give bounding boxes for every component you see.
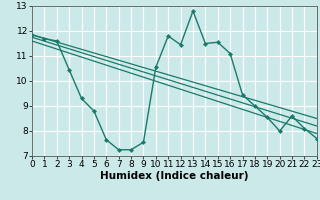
X-axis label: Humidex (Indice chaleur): Humidex (Indice chaleur) [100,171,249,181]
